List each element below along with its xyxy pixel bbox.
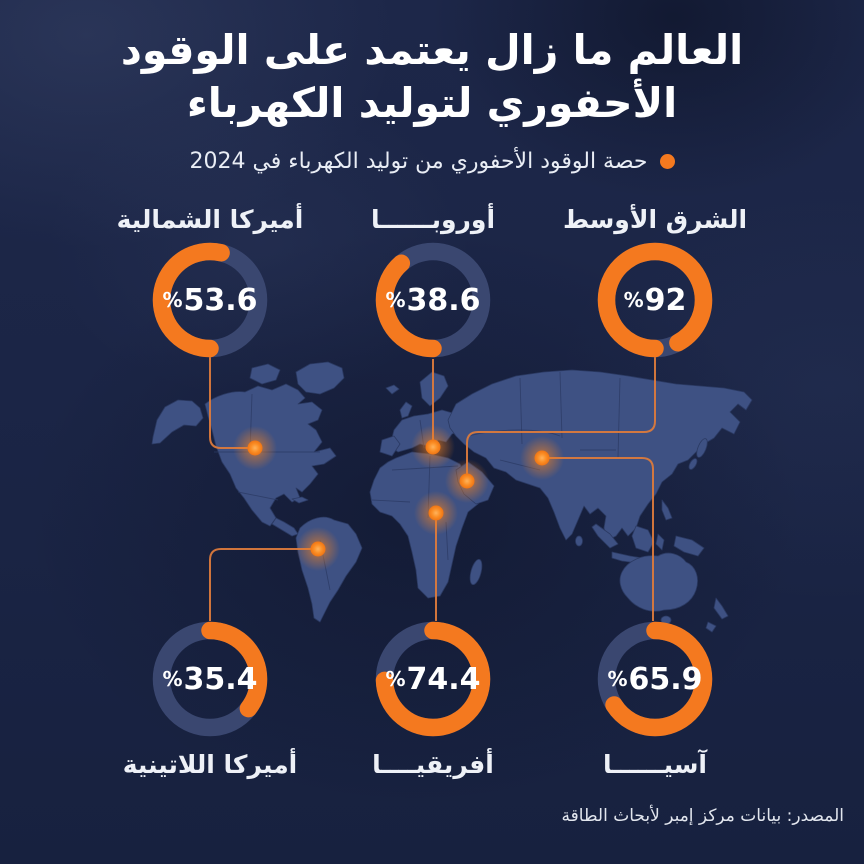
connector-north-america	[209, 357, 255, 449]
donut-africa: % 74.4	[371, 617, 495, 741]
label-latin-america: أميركا اللاتينية	[122, 750, 298, 779]
subtitle-text: حصة الوقود الأحفوري من توليد الكهرباء في…	[189, 148, 648, 174]
label-africa: أفريقيــــا	[372, 750, 494, 779]
label-middle-east: الشرق الأوسط	[562, 205, 748, 234]
value-africa: % 74.4	[385, 661, 481, 697]
label-north-america: أميركا الشمالية	[116, 205, 304, 234]
value-asia: % 65.9	[607, 661, 703, 697]
donut-asia: % 65.9	[593, 617, 717, 741]
page-title: العالم ما زال يعتمد على الوقود الأحفوري …	[0, 24, 864, 131]
donut-north-america: % 53.6	[148, 238, 272, 362]
dot-africa	[414, 491, 458, 535]
dot-middle-east	[445, 459, 489, 503]
value-latin-america: % 35.4	[162, 661, 258, 697]
source-note: المصدر: بيانات مركز إمبر لأبحاث الطاقة	[561, 806, 844, 826]
dot-latin-america	[296, 527, 340, 571]
label-asia: آسيــــــا	[602, 750, 708, 779]
donut-europe: % 38.6	[371, 238, 495, 362]
value-north-america: % 53.6	[162, 282, 258, 318]
value-middle-east: % 92	[623, 282, 687, 318]
label-europe: أوروبــــــا	[370, 205, 496, 234]
donut-middle-east: % 92	[593, 238, 717, 362]
map-dots	[233, 425, 564, 571]
donut-latin-america: % 35.4	[148, 617, 272, 741]
title-line-2: الأحفوري لتوليد الكهرباء	[186, 79, 678, 128]
dot-asia	[520, 436, 564, 480]
connector-latin-america	[209, 548, 318, 621]
bullet-icon	[659, 153, 675, 169]
connector-middle-east	[466, 357, 656, 481]
connector-asia	[542, 457, 654, 621]
value-europe: % 38.6	[385, 282, 481, 318]
dot-north-america	[233, 426, 277, 470]
dot-europe	[411, 425, 455, 469]
title-line-1: العالم ما زال يعتمد على الوقود	[120, 26, 744, 74]
subtitle-row: حصة الوقود الأحفوري من توليد الكهرباء في…	[0, 142, 864, 180]
